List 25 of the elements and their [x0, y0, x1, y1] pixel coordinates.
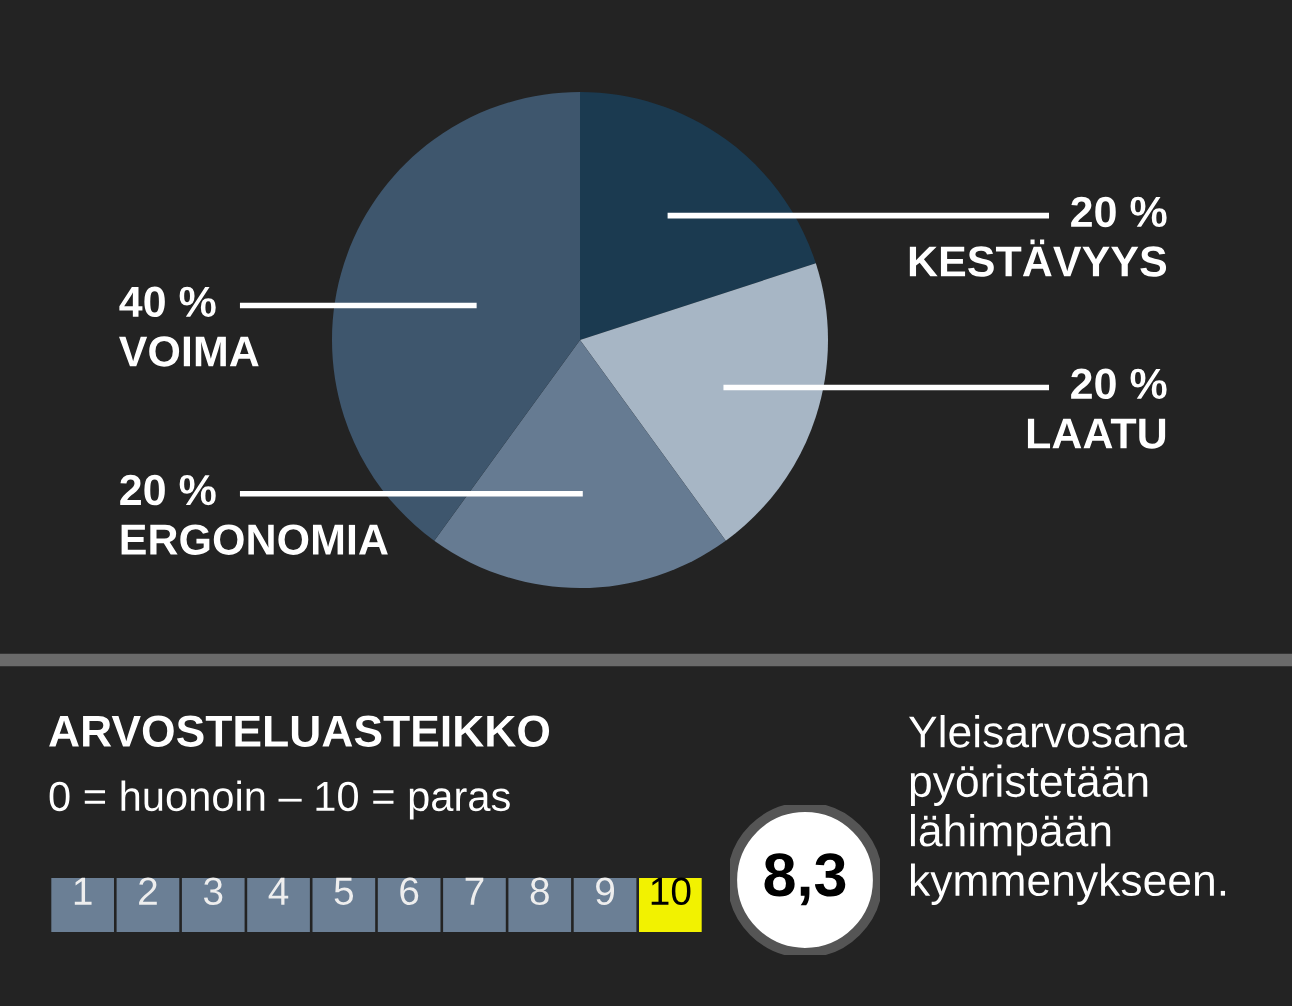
data-label: 20 %	[1071, 368, 1167, 400]
pie-slice	[434, 340, 726, 588]
x-tick-label: 10	[651, 877, 691, 906]
pie-slice	[580, 92, 816, 340]
slice-label: KESTÄVYYS	[909, 239, 1167, 277]
x-tick-label: 4	[268, 877, 289, 905]
x-tick-label: 5	[334, 877, 354, 906]
text: 8,3	[764, 853, 846, 906]
x-tick-label: 9	[596, 877, 615, 906]
x-tick-label: 1	[74, 877, 92, 905]
x-tick-label: 3	[203, 877, 223, 906]
pie-slice	[580, 263, 828, 541]
slice-label: LAATU	[1027, 418, 1166, 449]
data-label: 40 %	[119, 286, 216, 318]
x-tick-label: 2	[139, 877, 157, 905]
x-tick-label: 6	[400, 877, 419, 906]
chart-title: ARVOSTELUASTEIKKO	[49, 715, 550, 747]
data-label: 20 %	[1071, 196, 1167, 228]
text: Yleisarvosana pyöristetään lähimpään kymmenykseen.	[908, 715, 1226, 905]
data-label: 20 %	[120, 474, 216, 506]
slice-label: ERGONOMIA	[121, 524, 388, 555]
slice-label: VOIMA	[119, 336, 259, 367]
x-tick-label: 7	[465, 877, 484, 905]
x-tick-label: 8	[530, 877, 549, 906]
chart-subtitle: 0 = huonoin – 10 = paras	[49, 780, 510, 820]
